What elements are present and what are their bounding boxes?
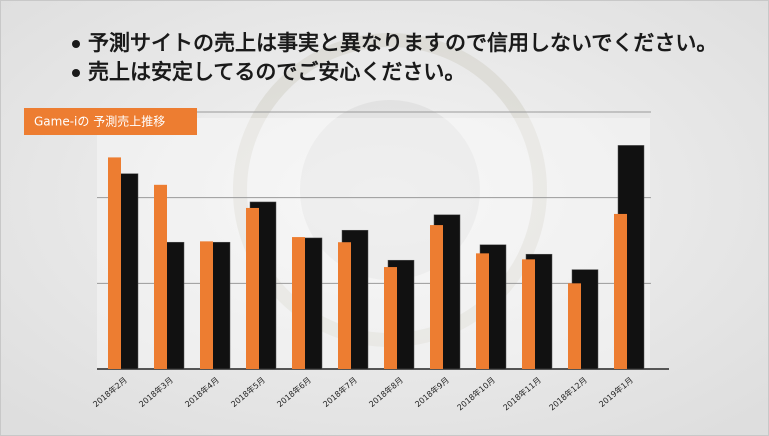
bar <box>384 267 397 369</box>
bar <box>292 237 305 369</box>
bar <box>522 259 535 369</box>
note: 売上は安定してるのでご安心ください。 <box>88 60 465 84</box>
bar <box>154 184 167 369</box>
bullet <box>72 40 80 48</box>
title-box <box>24 108 197 135</box>
bullet <box>72 69 80 77</box>
bar <box>338 242 351 369</box>
bar <box>430 225 443 369</box>
bar <box>476 253 489 369</box>
bar <box>614 213 627 369</box>
bar <box>108 157 121 369</box>
bar <box>568 283 581 369</box>
chart-title: Game-iの 予測売上推移 <box>34 114 165 129</box>
note: 予測サイトの売上は事実と異なりますので信用しないでください。 <box>88 31 717 55</box>
bar <box>200 241 213 369</box>
bar <box>246 207 259 369</box>
plot-area <box>97 118 650 369</box>
